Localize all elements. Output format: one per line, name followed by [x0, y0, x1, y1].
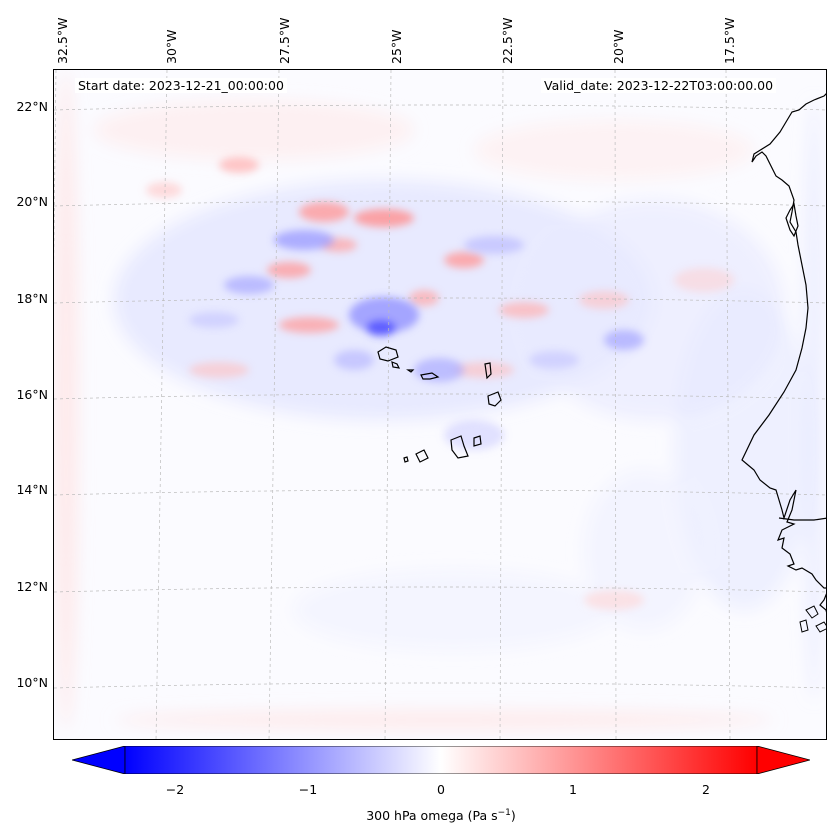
- lat-label-10n: 10°N: [16, 675, 48, 690]
- colorbar-tick-minus-2: −2: [165, 782, 185, 797]
- lon-label-25w: 25°W: [389, 29, 404, 64]
- colorbar-label-exponent: −1: [497, 808, 511, 818]
- lat-label-14n: 14°N: [16, 482, 48, 497]
- colorbar-tick-2: 2: [702, 782, 710, 797]
- lon-label-30w: 30°W: [164, 29, 179, 64]
- lon-label-20w: 20°W: [611, 29, 626, 64]
- map-gridlines: [54, 70, 826, 739]
- colorbar-tick-1: 1: [569, 782, 577, 797]
- omega-ascent-features: [189, 230, 644, 450]
- lat-label-16n: 16°N: [16, 387, 48, 402]
- colorbar-left-extend: [72, 746, 126, 774]
- guinea-coastline: [819, 593, 826, 613]
- omega-background-field: [54, 70, 824, 730]
- bijagos-islands: [799, 605, 826, 633]
- lat-label-18n: 18°N: [16, 291, 48, 306]
- colorbar-tick-0: 0: [437, 782, 445, 797]
- start-date-label: Start date: 2023-12-21_00:00:00: [75, 78, 287, 93]
- lon-label-27-5w: 27.5°W: [277, 17, 292, 64]
- lat-label-20n: 20°N: [16, 194, 48, 209]
- omega-descent-features: [146, 157, 734, 610]
- lat-label-22n: 22°N: [16, 99, 48, 114]
- valid-date-label: Valid_date: 2023-12-22T03:00:00.00: [541, 78, 777, 93]
- colorbar-tick-minus-1: −1: [298, 782, 318, 797]
- lon-label-32-5w: 32.5°W: [55, 17, 70, 64]
- canary-coast: [785, 202, 799, 238]
- colorbar-label: 300 hPa omega (Pa s−1): [0, 808, 837, 823]
- colorbar-right-extend: [756, 746, 810, 774]
- colorbar-label-suffix: ): [510, 808, 516, 824]
- colorbar-body: [124, 746, 758, 774]
- africa-coastline: [741, 93, 826, 589]
- map-panel: [53, 69, 827, 740]
- lon-label-22-5w: 22.5°W: [500, 17, 515, 64]
- cape-verde-islands: [377, 346, 502, 463]
- colorbar-label-prefix: 300 hPa omega (Pa s: [366, 808, 498, 824]
- omega-field-map: [54, 70, 826, 739]
- africa-coastline-inlet: [778, 517, 826, 521]
- lon-label-17-5w: 17.5°W: [722, 17, 737, 64]
- colorbar: [72, 746, 810, 774]
- lat-label-12n: 12°N: [16, 579, 48, 594]
